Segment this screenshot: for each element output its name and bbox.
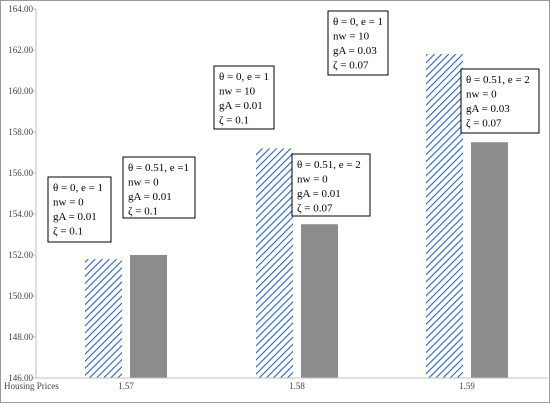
bar-solid [471, 142, 508, 378]
annotation-box: θ = 0, e = 1 nw = 10 gA = 0.03 ζ = 0.07 [327, 10, 389, 76]
annotation-text: gA = 0.01 [219, 100, 263, 112]
y-axis: 146.00 148.00 150.00 152.00 154.00 156.00 158.… [8, 4, 37, 383]
bar-hatched [85, 259, 122, 378]
x-axis-title: Housing Prices [4, 381, 59, 391]
annotation-text: ζ = 0.07 [297, 203, 333, 215]
y-tick-label: 152.00 [8, 250, 33, 260]
y-tick-label: 146.00 [8, 373, 33, 383]
annotation-text: ζ = 0.1 [53, 226, 83, 238]
annotation-text: θ = 0, e = 1 [53, 182, 103, 194]
annotation-box: θ = 0, e = 1 nw = 10 gA = 0.01 ζ = 0.1 [213, 65, 275, 130]
annotation-border [47, 176, 112, 243]
annotation-text: θ = 0.51, e =1 [128, 162, 189, 174]
annotation-border [213, 65, 275, 130]
annotation-text: gA = 0.01 [297, 188, 341, 200]
annotation-text: gA = 0.03 [466, 103, 510, 115]
bar-solid [130, 255, 167, 378]
y-tick-label: 154.00 [8, 209, 33, 219]
x-tick-label: 1.58 [289, 381, 305, 391]
annotation-text: ζ = 0.1 [219, 115, 249, 127]
annotation-border [460, 68, 540, 134]
x-axis: Housing Prices 1.57 1.58 1.59 [4, 377, 548, 391]
annotation-box: θ = 0.51, e = 2 nw = 0 gA = 0.01 ζ = 0.07 [291, 153, 371, 217]
x-tick-label: 1.59 [459, 381, 475, 391]
annotation-text: θ = 0, e = 1 [219, 71, 269, 83]
annotation-text: nw = 0 [466, 89, 497, 101]
annotation-text: θ = 0.51, e = 2 [466, 74, 530, 86]
y-tick-label: 164.00 [8, 4, 33, 14]
annotation-border [291, 153, 371, 217]
annotation-text: θ = 0, e = 1 [333, 16, 383, 28]
annotation-text: nw = 10 [333, 31, 370, 43]
y-tick-label: 158.00 [8, 127, 33, 137]
annotation-border [327, 10, 389, 76]
bars [85, 54, 508, 378]
annotation-border [122, 156, 196, 219]
y-tick-label: 148.00 [8, 332, 33, 342]
annotation-box: θ = 0.51, e =1 nw = 0 gA = 0.01 ζ = 0.1 [122, 156, 196, 219]
annotation-text: gA = 0.01 [128, 191, 172, 203]
y-tick-label: 162.00 [8, 45, 33, 55]
y-tick-label: 150.00 [8, 291, 33, 301]
bar-hatched [426, 54, 463, 378]
bar-hatched [256, 148, 293, 378]
annotation-text: nw = 0 [128, 177, 159, 189]
annotation-text: ζ = 0.07 [466, 118, 502, 130]
annotations: θ = 0, e = 1nw = 0gA = 0.01ζ = 0.1θ = 0.… [47, 10, 540, 243]
annotation-text: nw = 0 [297, 174, 328, 186]
y-tick-label: 156.00 [8, 168, 33, 178]
annotation-box: θ = 0.51, e = 2 nw = 0 gA = 0.03 ζ = 0.07 [460, 68, 540, 134]
annotation-box: θ = 0, e = 1 nw = 0 gA = 0.01 ζ = 0.1 [47, 176, 112, 243]
y-tick-label: 160.00 [8, 86, 33, 96]
annotation-text: ζ = 0.1 [128, 206, 158, 218]
annotation-text: gA = 0.03 [333, 45, 377, 57]
x-tick-label: 1.57 [118, 381, 134, 391]
annotation-text: gA = 0.01 [53, 211, 97, 223]
bar-solid [301, 224, 338, 378]
annotation-text: nw = 10 [219, 86, 256, 98]
annotation-text: θ = 0.51, e = 2 [297, 159, 361, 171]
annotation-text: nw = 0 [53, 197, 84, 209]
annotation-text: ζ = 0.07 [333, 60, 369, 72]
